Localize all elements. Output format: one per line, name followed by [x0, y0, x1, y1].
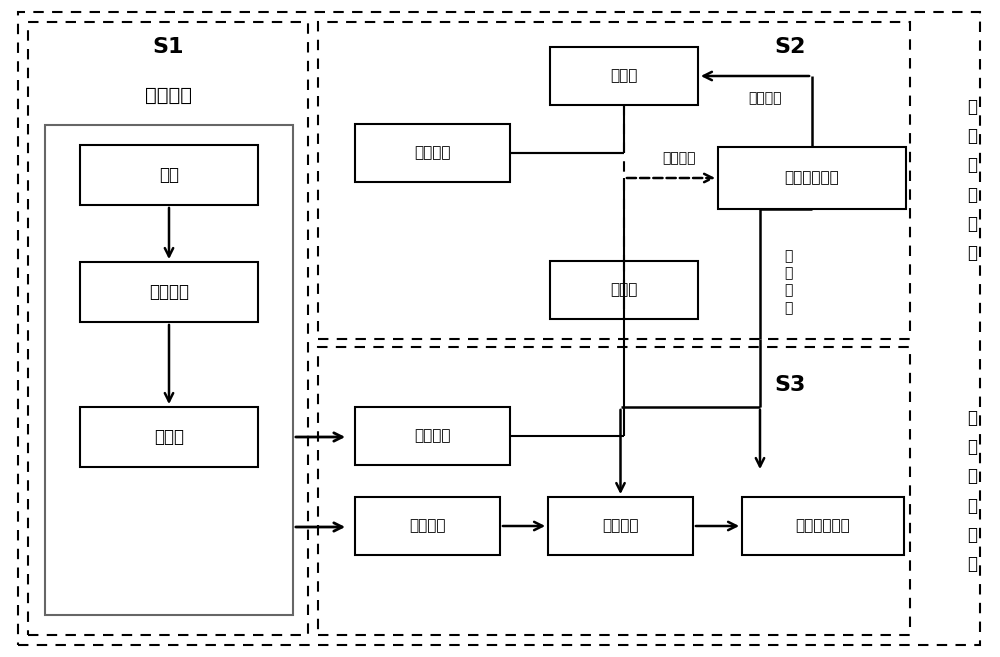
Text: 离
线
模
式
训
练: 离 线 模 式 训 练: [967, 98, 977, 262]
Text: 预处理: 预处理: [154, 428, 184, 446]
Text: S1: S1: [152, 37, 184, 57]
FancyBboxPatch shape: [550, 261, 698, 319]
Text: 匹配模式参数: 匹配模式参数: [785, 171, 839, 185]
Text: 模式库: 模式库: [610, 68, 638, 83]
Text: 探测: 探测: [159, 166, 179, 184]
Text: 信号处理: 信号处理: [602, 518, 639, 533]
FancyBboxPatch shape: [355, 124, 510, 182]
Text: 模式识别: 模式识别: [662, 151, 696, 165]
FancyBboxPatch shape: [355, 497, 500, 555]
FancyBboxPatch shape: [718, 147, 906, 209]
Text: 参数库: 参数库: [610, 283, 638, 298]
FancyBboxPatch shape: [550, 47, 698, 105]
FancyBboxPatch shape: [80, 407, 258, 467]
Text: S3: S3: [774, 375, 806, 395]
FancyBboxPatch shape: [80, 145, 258, 205]
Text: 数据获取: 数据获取: [144, 85, 192, 104]
Text: 回波信号: 回波信号: [149, 283, 189, 301]
Text: 应用数据: 应用数据: [409, 518, 446, 533]
Text: 在
线
模
式
应
用: 在 线 模 式 应 用: [967, 409, 977, 573]
Text: 参考数据: 参考数据: [414, 145, 451, 160]
Text: 训练数据: 训练数据: [414, 428, 451, 443]
FancyBboxPatch shape: [548, 497, 693, 555]
Text: 气象雷达产品: 气象雷达产品: [796, 518, 850, 533]
FancyBboxPatch shape: [742, 497, 904, 555]
Text: S2: S2: [774, 37, 806, 57]
FancyBboxPatch shape: [45, 125, 293, 615]
Text: 模式存储: 模式存储: [748, 91, 782, 105]
Text: 模
式
应
用: 模 式 应 用: [784, 249, 792, 315]
FancyBboxPatch shape: [80, 262, 258, 322]
FancyBboxPatch shape: [355, 407, 510, 465]
